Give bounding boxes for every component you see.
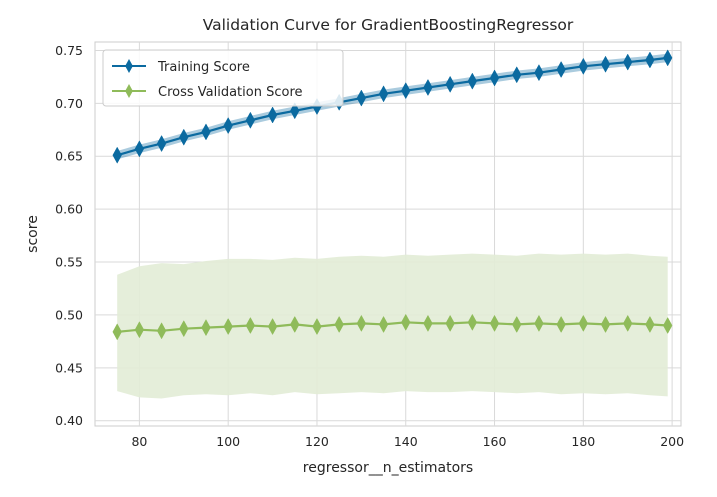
point-training	[423, 78, 433, 97]
y-tick-label: 0.75	[55, 43, 83, 58]
legend-box	[102, 49, 344, 107]
point-cross-validation	[201, 319, 211, 337]
point-cross-validation	[489, 314, 500, 332]
point-cross-validation	[156, 322, 167, 340]
band-cross-validation	[117, 253, 668, 399]
point-training	[245, 111, 256, 129]
point-cross-validation	[267, 318, 278, 336]
y-tick-label: 0.55	[55, 255, 83, 270]
point-training	[356, 89, 367, 107]
point-training	[467, 72, 478, 90]
point-cross-validation	[423, 314, 433, 332]
point-cross-validation	[623, 314, 633, 332]
point-training	[201, 123, 211, 141]
point-cross-validation	[445, 314, 455, 332]
point-cross-validation	[134, 321, 145, 339]
point-cross-validation	[356, 314, 367, 332]
legend-marker-cross-validation	[125, 84, 133, 98]
point-training	[290, 102, 300, 120]
point-training	[267, 106, 278, 124]
point-cross-validation	[312, 318, 322, 336]
point-cross-validation	[645, 315, 655, 333]
point-training	[662, 49, 673, 67]
point-cross-validation	[578, 314, 589, 332]
point-training	[112, 146, 122, 164]
point-training	[156, 135, 167, 153]
x-tick-label: 100	[216, 434, 240, 449]
point-training	[445, 75, 455, 93]
point-cross-validation	[401, 313, 411, 331]
y-tick-label: 0.45	[55, 360, 83, 375]
point-training	[578, 57, 589, 75]
y-tick-label: 0.40	[55, 413, 83, 428]
x-tick-label: 200	[660, 434, 684, 449]
y-tick-labels: 0.40 0.45 0.50 0.55 0.60 0.65 0.70 0.75	[55, 43, 83, 428]
point-cross-validation	[662, 316, 673, 335]
x-tick-label: 160	[483, 434, 507, 449]
point-training	[645, 51, 655, 69]
point-cross-validation	[512, 315, 522, 333]
point-training	[134, 140, 145, 158]
point-cross-validation	[378, 315, 389, 333]
y-tick-label: 0.50	[55, 307, 83, 322]
x-axis-label: regressor__n_estimators	[303, 460, 473, 476]
x-tick-label: 120	[305, 434, 329, 449]
x-tick-labels: 80 100 120 140 160 180 200	[131, 434, 684, 449]
point-training	[179, 128, 189, 146]
chart-title: Validation Curve for GradientBoostingReg…	[203, 16, 574, 34]
x-tick-label: 180	[571, 434, 595, 449]
legend: Training Score Cross Validation Score	[102, 49, 344, 107]
legend-label-training: Training Score	[157, 60, 250, 75]
point-training	[489, 69, 500, 87]
point-cross-validation	[334, 315, 344, 333]
y-axis-label: score	[25, 215, 41, 253]
y-tick-label: 0.65	[55, 149, 83, 164]
point-cross-validation	[245, 316, 256, 335]
point-cross-validation	[600, 315, 611, 333]
point-cross-validation	[112, 323, 122, 341]
point-training	[556, 60, 566, 79]
legend-label-cross-validation: Cross Validation Score	[158, 85, 303, 100]
point-cross-validation	[223, 318, 233, 336]
x-tick-label: 80	[131, 434, 147, 449]
point-training	[600, 55, 611, 73]
point-cross-validation	[179, 320, 189, 338]
legend-marker-training	[125, 59, 133, 73]
point-cross-validation	[290, 315, 300, 333]
point-training	[223, 117, 233, 135]
point-training	[378, 85, 389, 103]
point-cross-validation	[534, 314, 544, 332]
point-training	[401, 82, 411, 100]
point-training	[534, 64, 544, 82]
y-tick-label: 0.60	[55, 202, 83, 217]
point-cross-validation	[467, 313, 478, 331]
point-training	[623, 53, 633, 71]
point-cross-validation	[556, 315, 566, 333]
point-training	[512, 66, 522, 84]
x-tick-label: 140	[394, 434, 418, 449]
y-tick-label: 0.70	[55, 96, 83, 111]
